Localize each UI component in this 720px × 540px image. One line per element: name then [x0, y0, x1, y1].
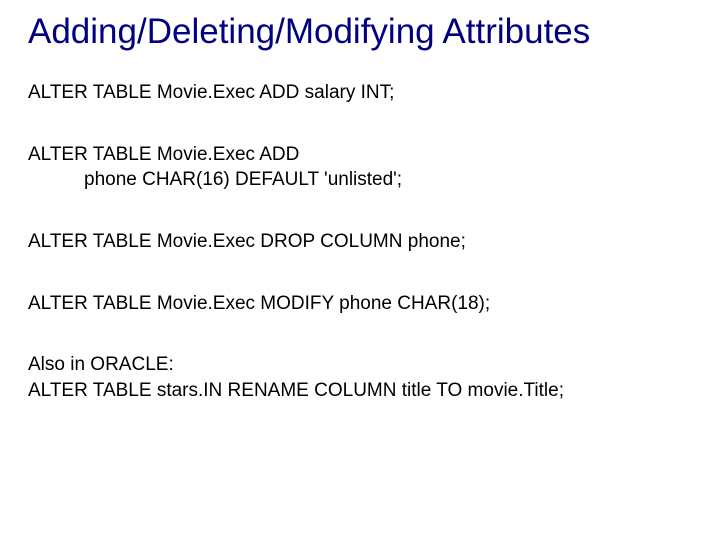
- sql-line-indented: phone CHAR(16) DEFAULT 'unlisted';: [28, 167, 692, 193]
- sql-statement-add-salary: ALTER TABLE Movie.Exec ADD salary INT;: [28, 80, 692, 106]
- sql-line: ALTER TABLE Movie.Exec ADD: [28, 142, 692, 168]
- slide-title: Adding/Deleting/Modifying Attributes: [28, 12, 692, 52]
- sql-statement-add-phone: ALTER TABLE Movie.Exec ADD phone CHAR(16…: [28, 142, 692, 193]
- sql-statement-oracle-rename: Also in ORACLE: ALTER TABLE stars.IN REN…: [28, 352, 692, 403]
- sql-line: ALTER TABLE stars.IN RENAME COLUMN title…: [28, 378, 692, 404]
- sql-line: Also in ORACLE:: [28, 352, 692, 378]
- sql-statement-drop-phone: ALTER TABLE Movie.Exec DROP COLUMN phone…: [28, 229, 692, 255]
- sql-statement-modify-phone: ALTER TABLE Movie.Exec MODIFY phone CHAR…: [28, 291, 692, 317]
